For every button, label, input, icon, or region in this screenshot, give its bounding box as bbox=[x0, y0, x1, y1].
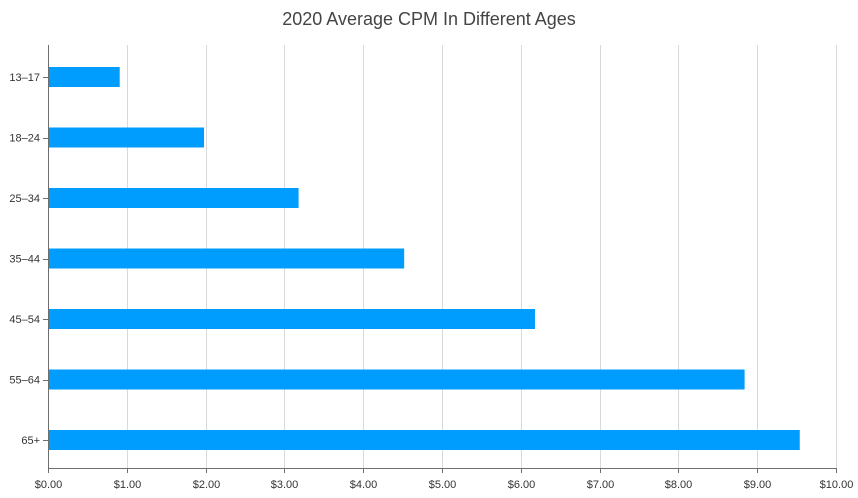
x-tick-label: $9.00 bbox=[744, 479, 772, 491]
x-tick-label: $3.00 bbox=[271, 479, 299, 491]
bar bbox=[49, 369, 745, 390]
y-category-label: 13–17 bbox=[9, 72, 40, 84]
bar bbox=[49, 248, 405, 269]
x-tick-label: $2.00 bbox=[193, 479, 221, 491]
y-category-label: 65+ bbox=[21, 435, 40, 447]
x-tick-label: $4.00 bbox=[350, 479, 378, 491]
x-tick-label: $7.00 bbox=[587, 479, 615, 491]
x-tick-label: $6.00 bbox=[508, 479, 536, 491]
bar bbox=[49, 309, 535, 329]
x-tick-label: $5.00 bbox=[429, 479, 457, 491]
x-tick-label: $8.00 bbox=[665, 479, 693, 491]
x-tick-label: $10.00 bbox=[820, 479, 854, 491]
bar bbox=[49, 127, 205, 148]
bar bbox=[49, 67, 120, 87]
y-category-label: 25–34 bbox=[9, 193, 40, 205]
y-category-label: 35–44 bbox=[9, 254, 40, 266]
x-tick-label: $1.00 bbox=[114, 479, 142, 491]
chart-title: 2020 Average CPM In Different Ages bbox=[282, 9, 576, 29]
x-tick-label: $0.00 bbox=[35, 479, 63, 491]
bar bbox=[49, 188, 299, 208]
y-category-label: 55–64 bbox=[9, 375, 40, 387]
bar bbox=[49, 430, 800, 450]
y-category-label: 45–54 bbox=[9, 314, 40, 326]
y-category-label: 18–24 bbox=[9, 133, 40, 145]
axis-layer: $0.00 $1.00 $2.00 $3.00 $4.00 $5.00 $6.00 $7.00… bbox=[9, 45, 853, 491]
bar-layer bbox=[49, 67, 800, 450]
